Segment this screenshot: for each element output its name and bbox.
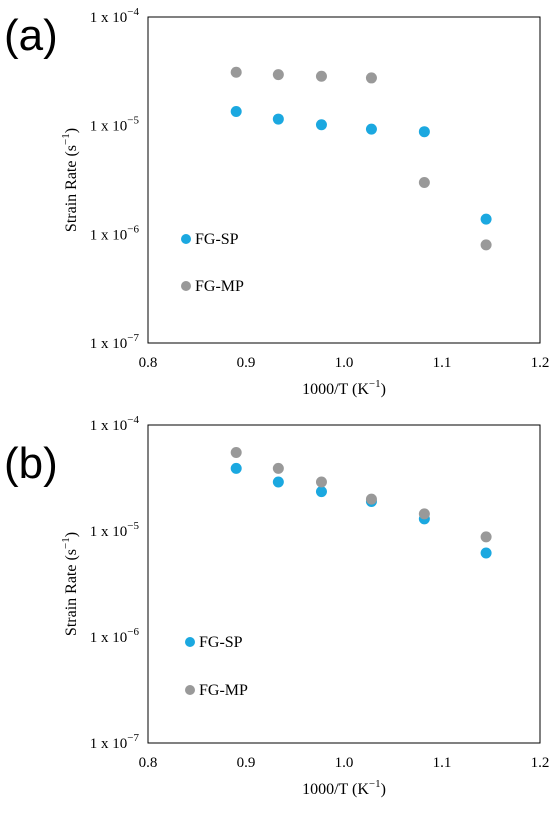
data-point: [365, 72, 377, 84]
legend-label: FG-MP: [199, 682, 248, 699]
data-point: [230, 66, 242, 78]
chart-panel-a: (a) 0.8 0.9 1.0 1.1 1.2 1 x 10−4 1 x 10−5 1 x 10…: [4, 6, 549, 398]
series-fg-mp: [230, 447, 492, 543]
y-tick-label: 1 x 10−4: [90, 414, 140, 434]
legend-marker: [181, 234, 191, 244]
x-tick-label: 1.1: [433, 355, 452, 371]
series-fg-sp: [230, 106, 492, 225]
data-point: [480, 239, 492, 251]
data-point: [418, 176, 430, 188]
y-tick-label: 1 x 10−6: [90, 223, 140, 243]
data-point: [315, 476, 327, 488]
x-tick-label: 0.8: [139, 355, 158, 371]
data-point: [230, 462, 242, 474]
data-point: [365, 123, 377, 135]
y-tick-label: 1 x 10−4: [90, 6, 140, 26]
y-tick-label: 1 x 10−6: [90, 626, 140, 646]
data-point: [272, 476, 284, 488]
data-point: [418, 508, 430, 520]
data-point: [272, 69, 284, 81]
y-tick-label: 1 x 10−7: [90, 732, 140, 752]
legend-label: FG-SP: [195, 231, 239, 248]
data-point: [418, 126, 430, 138]
x-tick-label: 1.0: [335, 755, 354, 771]
data-point: [315, 486, 327, 498]
x-tick-label: 1.2: [531, 755, 550, 771]
data-point: [315, 119, 327, 131]
data-point: [230, 106, 242, 118]
chart-panel-b: (b) 0.8 0.9 1.0 1.1 1.2 1 x 10−4 1 x 10−5 1 x 10…: [4, 414, 549, 798]
series-fg-sp: [230, 462, 492, 559]
legend-marker: [185, 685, 195, 695]
y-axis-title: Strain Rate (s−1): [60, 532, 80, 636]
x-tick-label: 1.2: [531, 355, 550, 371]
x-tick-label: 0.9: [237, 355, 256, 371]
legend-label: FG-SP: [199, 634, 243, 651]
legend-marker: [185, 637, 195, 647]
data-point: [480, 213, 492, 225]
x-tick-label: 1.1: [433, 755, 452, 771]
data-point: [272, 462, 284, 474]
y-tick-label: 1 x 10−5: [90, 520, 140, 540]
series-fg-mp: [230, 66, 492, 251]
plot-frame: [147, 16, 541, 344]
x-tick-label: 0.8: [139, 755, 158, 771]
panel-label: (a): [4, 11, 58, 60]
data-point: [315, 70, 327, 82]
x-tick-label: 0.9: [237, 755, 256, 771]
y-axis-title: Strain Rate (s−1): [60, 128, 80, 232]
data-point: [480, 547, 492, 559]
panel-label: (b): [4, 439, 58, 488]
data-point: [365, 493, 377, 505]
data-point: [230, 447, 242, 459]
x-axis-title: 1000/T (K−1): [302, 378, 386, 398]
legend-marker: [181, 281, 191, 291]
plot-frame: [147, 424, 541, 744]
data-point: [272, 113, 284, 125]
legend-label: FG-MP: [195, 278, 244, 295]
x-axis-title: 1000/T (K−1): [302, 778, 386, 798]
data-point: [480, 531, 492, 543]
x-tick-label: 1.0: [335, 355, 354, 371]
y-tick-label: 1 x 10−5: [90, 115, 140, 135]
y-tick-label: 1 x 10−7: [90, 332, 140, 352]
